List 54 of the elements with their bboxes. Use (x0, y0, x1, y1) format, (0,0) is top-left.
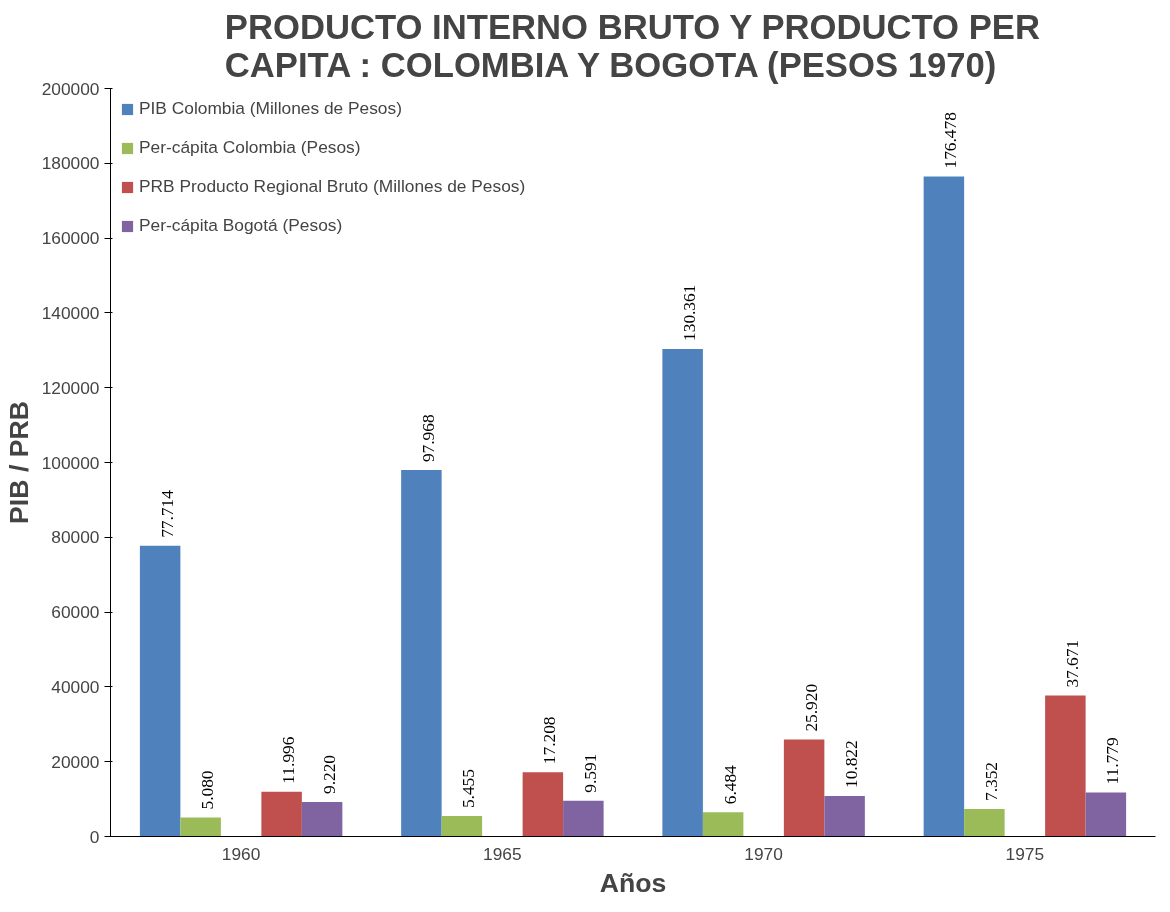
y-tick-label: 60000 (51, 602, 100, 623)
bar (662, 348, 703, 837)
data-label: 9.220 (319, 755, 339, 795)
data-label: 9.591 (580, 753, 600, 793)
y-tick-label: 20000 (51, 751, 100, 772)
data-label: 130.361 (680, 284, 700, 341)
legend-label: Per-cápita Colombia (Pesos) (139, 137, 361, 158)
legend-label: PIB Colombia (Millones de Pesos) (139, 98, 402, 119)
data-label: 25.920 (801, 683, 821, 732)
x-tick-label: 1960 (221, 843, 261, 864)
data-label: 5.455 (459, 769, 479, 809)
legend-label: Per-cápita Bogotá (Pesos) (139, 215, 343, 236)
y-tick-label: 120000 (41, 377, 100, 398)
data-label: 97.968 (418, 414, 438, 463)
data-label: 11.996 (279, 736, 299, 784)
legend-label: PRB Producto Regional Bruto (Millones de Pesos) (139, 176, 526, 197)
y-axis-title: PIB / PRB (3, 401, 34, 524)
y-tick-label: 0 (89, 826, 100, 847)
y-tick-label: 40000 (51, 676, 100, 697)
x-tick-label: 1970 (744, 843, 783, 864)
y-tick-label: 180000 (41, 153, 100, 174)
chart-title: PRODUCTO INTERNO BRUTO Y PRODUCTO PER CAPITA : COLOMBIA Y BOGOTA (PESOS 1970) (224, 7, 1040, 84)
bar (441, 816, 483, 837)
bar (923, 176, 965, 837)
bar (964, 809, 1005, 837)
y-tick-label: 160000 (41, 228, 100, 249)
data-label: 11.779 (1103, 737, 1123, 785)
data-label: 176.478 (941, 112, 961, 169)
bar (702, 812, 744, 837)
bar (180, 817, 221, 837)
bar (401, 470, 442, 837)
bar (261, 791, 302, 837)
data-label: 37.671 (1062, 639, 1082, 688)
bar (522, 772, 564, 837)
bar (139, 545, 181, 837)
y-tick-label: 200000 (41, 78, 100, 99)
bar (1085, 792, 1127, 837)
data-label: 77.714 (157, 489, 177, 538)
bar (824, 796, 865, 837)
y-tick-label: 100000 (41, 452, 100, 473)
y-tick-label: 80000 (51, 527, 100, 548)
data-label: 6.484 (720, 764, 740, 805)
data-label: 10.822 (842, 740, 862, 789)
x-axis-title: Años (599, 867, 667, 898)
bar (301, 802, 343, 837)
y-tick-label: 140000 (41, 302, 100, 323)
bar (783, 739, 825, 837)
bar (563, 800, 604, 837)
bar (1045, 695, 1086, 837)
x-tick-label: 1965 (483, 843, 522, 864)
x-tick-label: 1975 (1005, 843, 1045, 864)
data-label: 7.352 (981, 762, 1001, 801)
data-label: 5.080 (198, 770, 218, 810)
data-label: 17.208 (540, 716, 560, 765)
